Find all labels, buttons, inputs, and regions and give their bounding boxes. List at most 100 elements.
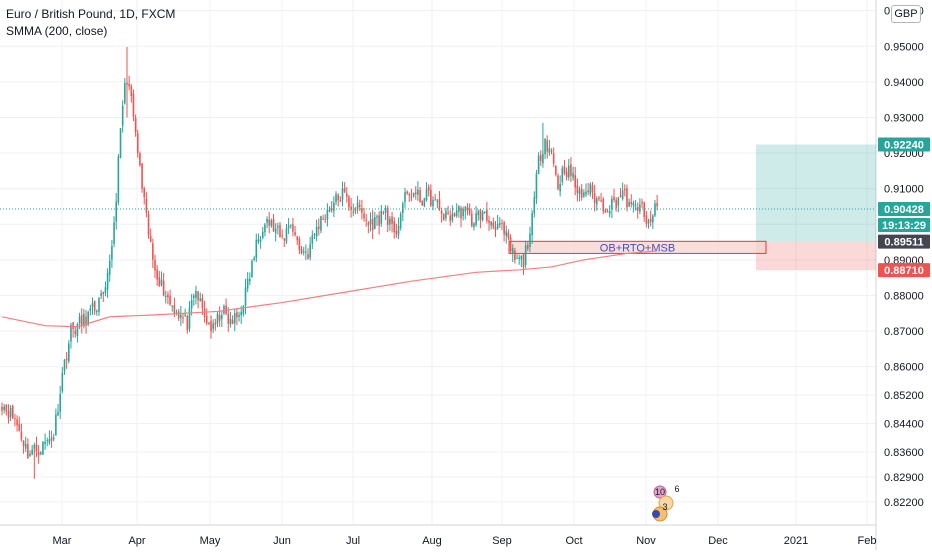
- candle-body: [382, 212, 385, 214]
- candle-body: [423, 198, 426, 207]
- candle-body: [61, 372, 64, 392]
- price-tick-label: 0.82200: [884, 497, 924, 509]
- candle-body: [264, 224, 266, 233]
- candle-body: [354, 209, 357, 212]
- candle-body: [583, 192, 585, 197]
- candle-body: [559, 183, 561, 192]
- candle-body: [231, 319, 234, 324]
- candle-body: [164, 296, 167, 298]
- candle-body: [511, 247, 514, 254]
- candle-body: [78, 316, 81, 324]
- candle-body: [281, 235, 283, 237]
- candle-body: [274, 228, 277, 233]
- candle-body: [242, 306, 245, 315]
- time-tick-label: Jun: [273, 535, 291, 547]
- candle-body: [24, 443, 27, 449]
- candle-body: [453, 213, 456, 217]
- candle-body: [542, 153, 544, 164]
- candle-body: [236, 312, 238, 318]
- candle-body: [266, 218, 268, 223]
- currency-badge[interactable]: GBP: [891, 5, 921, 23]
- candle-body: [48, 439, 51, 443]
- candle-body: [83, 313, 85, 327]
- candle-body: [145, 198, 148, 213]
- candle-body: [16, 419, 18, 426]
- candle-body: [432, 199, 434, 207]
- candle-body: [156, 269, 158, 280]
- candle-body: [455, 210, 458, 216]
- candle-body: [91, 303, 94, 308]
- candle-body: [315, 226, 318, 237]
- candle-body: [350, 206, 352, 210]
- stop-price-badge-bg: [878, 263, 930, 278]
- candle-body: [449, 215, 452, 222]
- candle-body: [46, 440, 49, 442]
- candle-body: [427, 186, 430, 191]
- candle-body: [223, 305, 225, 314]
- candle-body: [537, 155, 540, 174]
- candle-body: [527, 244, 529, 249]
- candle-body: [33, 445, 36, 449]
- candle-body: [160, 279, 163, 286]
- candle-body: [630, 201, 633, 205]
- candle-body: [509, 237, 512, 252]
- candle-body: [606, 211, 609, 213]
- candle-body: [585, 191, 587, 195]
- candle-body: [451, 213, 454, 221]
- time-tick-label: May: [200, 535, 221, 547]
- target-zone: [756, 144, 876, 242]
- symbol-title: Euro / British Pound, 1D, FXCM: [6, 7, 176, 21]
- candle-body: [233, 313, 236, 324]
- candle-body: [134, 118, 137, 133]
- candle-body: [214, 322, 217, 325]
- candle-body: [501, 222, 503, 224]
- candle-body: [186, 316, 189, 331]
- candle-body: [386, 207, 389, 225]
- candle-body: [412, 192, 415, 196]
- candle-body: [481, 211, 484, 221]
- candle-body: [507, 232, 510, 238]
- candle-body: [182, 317, 184, 319]
- candle-body: [617, 197, 620, 206]
- candle-body: [44, 441, 46, 444]
- candle-body: [294, 232, 296, 235]
- candle-body: [550, 150, 553, 152]
- candle-body: [106, 272, 109, 290]
- time-tick-label: Mar: [53, 535, 72, 547]
- candle-body: [346, 193, 348, 197]
- candle-body: [634, 205, 637, 207]
- candle-body: [380, 210, 383, 224]
- candle-body: [14, 418, 16, 420]
- candle-body: [649, 218, 652, 222]
- candle-body: [421, 201, 424, 206]
- candle-body: [287, 225, 290, 229]
- candle-body: [438, 199, 441, 210]
- candle-body: [389, 218, 391, 225]
- price-tick-label: 0.86000: [884, 362, 924, 374]
- candle-body: [139, 153, 141, 166]
- candle-body: [199, 298, 202, 302]
- countdown-badge-bg: [878, 218, 930, 233]
- candle-body: [384, 208, 387, 213]
- candle-body: [477, 210, 480, 216]
- candle-body: [212, 323, 214, 329]
- candle-body: [505, 231, 508, 237]
- candle-body: [608, 210, 611, 214]
- candle-body: [589, 183, 592, 195]
- candle-body: [475, 213, 477, 225]
- price-tick-label: 0.94000: [884, 77, 924, 89]
- candle-body: [257, 239, 260, 242]
- candle-body: [253, 257, 255, 260]
- candle-body: [322, 218, 324, 220]
- candle-body: [567, 165, 570, 178]
- candle-body: [367, 222, 370, 226]
- candle-body: [613, 196, 615, 200]
- candle-body: [221, 315, 223, 320]
- candle-body: [229, 318, 232, 325]
- candle-body: [50, 437, 53, 441]
- candle-body: [330, 208, 333, 211]
- candle-body: [391, 216, 393, 224]
- candle-body: [171, 305, 174, 307]
